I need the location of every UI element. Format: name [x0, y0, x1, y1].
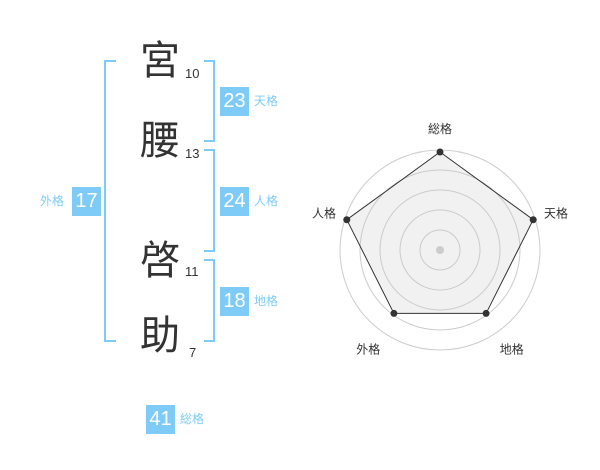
gaikaku-bracket	[104, 60, 116, 342]
name-char: 啓	[140, 238, 180, 284]
tenkaku-bracket	[204, 60, 215, 142]
jinkaku-bracket	[204, 149, 215, 252]
data-point	[390, 309, 398, 317]
tenkaku-label: 天格	[254, 94, 279, 108]
stroke-count: 13	[185, 146, 200, 161]
stroke-count: 11	[185, 264, 199, 279]
data-point	[529, 216, 537, 224]
axis-label: 外格	[356, 342, 380, 357]
soukaku-value: 41	[146, 405, 175, 434]
radar-area	[346, 151, 534, 314]
chikaku-bracket	[204, 259, 215, 342]
center-dot	[436, 246, 444, 254]
gaikaku-label: 外格	[40, 194, 65, 208]
tenkaku-value: 23	[220, 87, 249, 116]
jinkaku-label: 人格	[254, 194, 279, 208]
name-char: 宮	[140, 38, 180, 84]
jinkaku-value: 24	[220, 187, 249, 216]
stroke-count: 10	[185, 66, 200, 81]
data-point	[436, 148, 444, 156]
grid-ring	[359, 169, 521, 331]
chikaku-label: 地格	[254, 294, 279, 308]
name-char: 助	[140, 313, 180, 359]
data-point	[343, 216, 351, 224]
axis-label: 天格	[544, 205, 568, 220]
stroke-count: 7	[189, 345, 197, 360]
axis-label: 人格	[312, 205, 336, 220]
grid-ring	[419, 229, 461, 271]
grid-ring	[399, 209, 481, 291]
soukaku-label: 総格	[180, 412, 205, 426]
data-point	[482, 309, 490, 317]
name-char: 腰	[140, 118, 180, 164]
grid-ring	[379, 189, 501, 311]
axis-label: 総格	[428, 121, 452, 136]
chikaku-value: 18	[220, 287, 249, 316]
axis-label: 地格	[500, 342, 524, 357]
gaikaku-value: 17	[72, 187, 101, 216]
